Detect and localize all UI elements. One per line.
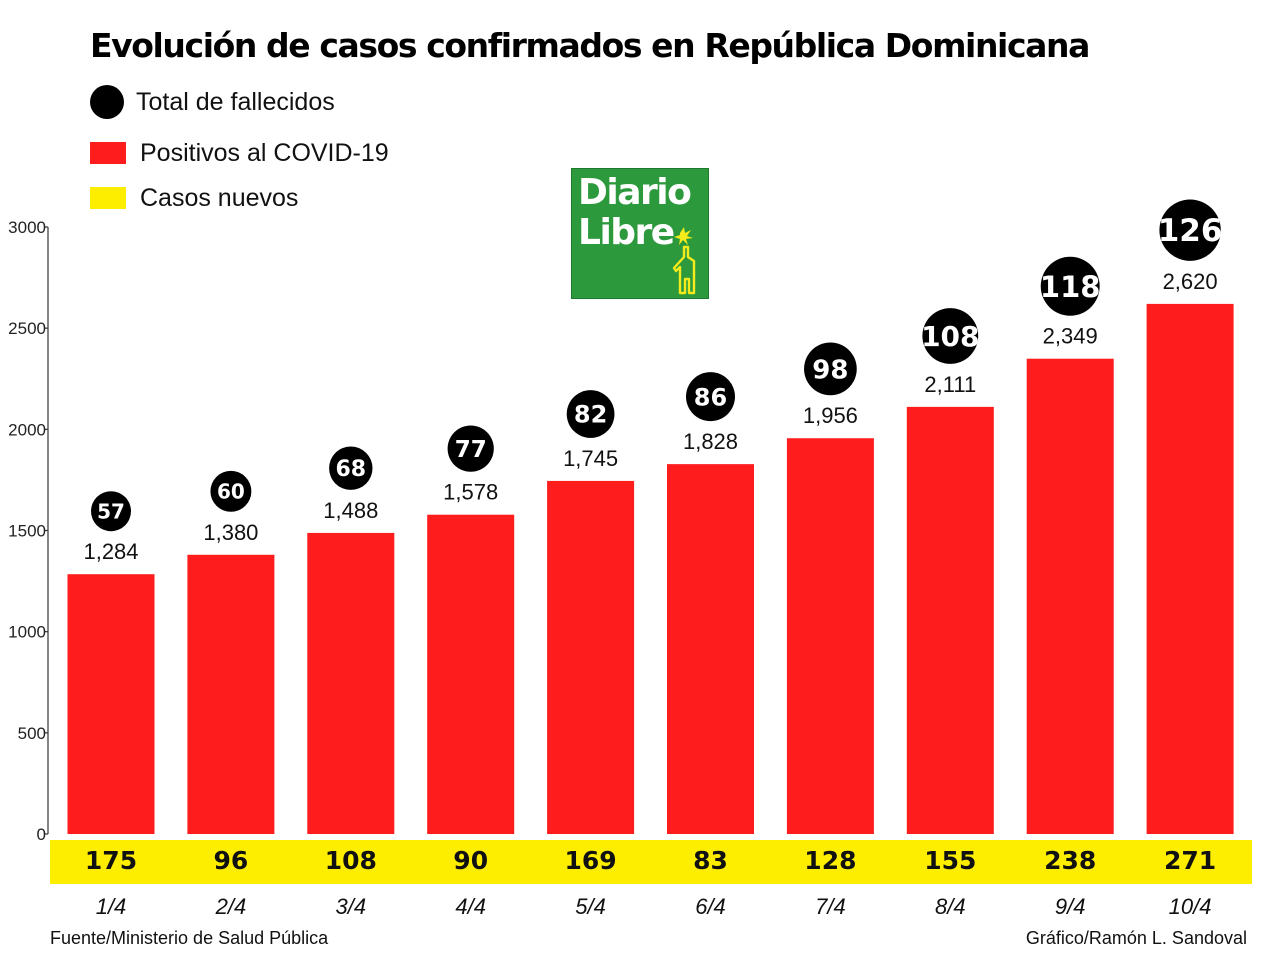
y-tick-label: 2000 <box>8 420 46 439</box>
y-tick-label: 1000 <box>8 623 46 642</box>
casos-nuevos-value-label: 90 <box>453 846 488 875</box>
logo-line-1: Diario <box>578 172 692 213</box>
x-tick-label: 7/4 <box>815 894 846 919</box>
x-tick-label: 8/4 <box>935 894 966 919</box>
fallecidos-circle <box>686 372 735 422</box>
chart-title: Evolución de casos confirmados en Repúbl… <box>90 26 1090 65</box>
fallecidos-value-label: 126 <box>1158 213 1223 249</box>
fallecidos-circle <box>804 342 857 396</box>
bar-positivos <box>307 532 395 834</box>
casos-nuevos-value-label: 271 <box>1164 846 1216 875</box>
y-tick-label: 0 <box>37 825 46 844</box>
bar-positivos <box>547 480 635 834</box>
fallecidos-value-label: 60 <box>217 480 245 504</box>
fallecidos-circle <box>329 446 373 490</box>
legend-label-casos-nuevos: Casos nuevos <box>140 183 299 212</box>
casos-nuevos-value-label: 83 <box>693 846 728 875</box>
legend-item-fallecidos: Total de fallecidos <box>90 85 335 119</box>
fallecidos-circle <box>447 425 494 472</box>
fallecidos-circle <box>210 470 252 512</box>
x-tick-label: 2/4 <box>215 894 247 919</box>
bar-value-label: 1,828 <box>683 429 738 454</box>
bar-positivos <box>427 514 515 834</box>
fallecidos-value-label: 82 <box>574 401 607 429</box>
x-tick-label: 4/4 <box>455 894 486 919</box>
legend-item-positivos: Positivos al COVID-19 <box>90 136 389 170</box>
casos-nuevos-value-label: 96 <box>214 846 249 875</box>
x-tick-label: 9/4 <box>1055 894 1086 919</box>
legend-label-fallecidos: Total de fallecidos <box>136 87 335 116</box>
bar-value-label: 2,620 <box>1163 269 1218 294</box>
bar-value-label: 1,956 <box>803 403 858 428</box>
legend-label-positivos: Positivos al COVID-19 <box>140 138 389 167</box>
bar-value-label: 1,578 <box>443 480 498 505</box>
statue-icon <box>672 227 696 295</box>
casos-nuevos-value-label: 128 <box>804 846 856 875</box>
casos-nuevos-value-label: 169 <box>565 846 617 875</box>
legend-swatch-casos-nuevos <box>90 187 126 209</box>
legend-swatch-fallecidos <box>90 85 124 119</box>
bar-positivos <box>1026 358 1114 834</box>
x-tick-label: 10/4 <box>1169 894 1212 919</box>
bar-positivos <box>667 464 754 834</box>
fallecidos-value-label: 77 <box>455 437 487 463</box>
bar-value-label: 1,380 <box>203 520 258 545</box>
fallecidos-value-label: 86 <box>694 383 727 411</box>
y-tick-label: 2500 <box>8 319 46 338</box>
fallecidos-circle <box>1159 199 1221 261</box>
fallecidos-circle <box>91 491 131 532</box>
y-tick-label: 3000 <box>8 218 46 237</box>
bar-positivos <box>187 554 275 834</box>
bar-value-label: 1,284 <box>83 539 138 564</box>
new-cases-strip <box>50 840 1252 884</box>
bar-value-label: 1,488 <box>323 498 378 523</box>
bar-positivos <box>786 438 874 834</box>
fallecidos-value-label: 118 <box>1040 270 1101 304</box>
fallecidos-circle <box>566 390 615 438</box>
source-note: Fuente/Ministerio de Salud Pública <box>50 928 329 948</box>
x-tick-label: 5/4 <box>575 894 606 919</box>
fallecidos-value-label: 68 <box>335 457 366 482</box>
y-tick-label: 1500 <box>8 522 46 541</box>
logo-line-2: Libre <box>578 212 675 253</box>
casos-nuevos-value-label: 155 <box>924 846 976 875</box>
casos-nuevos-value-label: 175 <box>85 846 137 875</box>
x-tick-label: 6/4 <box>695 894 726 919</box>
x-tick-label: 3/4 <box>336 894 367 919</box>
fallecidos-circle <box>1040 256 1100 316</box>
legend-item-casos-nuevos: Casos nuevos <box>90 181 298 215</box>
fallecidos-value-label: 108 <box>921 320 979 353</box>
bar-value-label: 2,349 <box>1043 324 1098 349</box>
casos-nuevos-value-label: 108 <box>325 846 377 875</box>
bar-positivos <box>1146 303 1234 834</box>
fallecidos-value-label: 57 <box>97 499 125 523</box>
bar-positivos <box>906 406 994 834</box>
bar-value-label: 2,111 <box>924 372 976 397</box>
fallecidos-circle <box>922 308 979 364</box>
legend-swatch-positivos <box>90 142 126 164</box>
fallecidos-value-label: 98 <box>812 355 848 385</box>
diario-libre-logo: Diario Libre <box>571 168 709 299</box>
credit-note: Gráfico/Ramón L. Sandoval <box>1025 928 1247 948</box>
bar-value-label: 1,745 <box>563 446 618 471</box>
casos-nuevos-value-label: 238 <box>1044 846 1096 875</box>
bar-positivos <box>67 574 155 834</box>
x-tick-label: 1/4 <box>96 894 127 919</box>
y-tick-label: 500 <box>18 724 46 743</box>
